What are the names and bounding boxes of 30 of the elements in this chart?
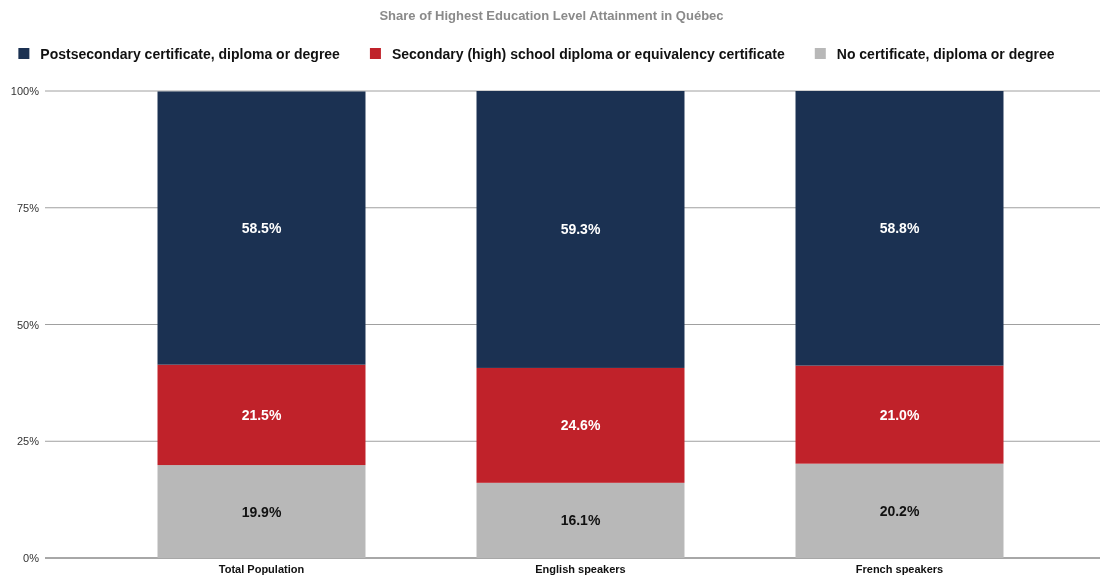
bar — [157, 465, 366, 558]
bar — [795, 365, 1004, 464]
bar — [476, 367, 685, 483]
bar — [476, 91, 685, 368]
bar — [795, 463, 1004, 558]
bar — [157, 91, 366, 365]
bar — [795, 91, 1004, 366]
data-label: 58.5% — [241, 220, 282, 237]
bar — [157, 364, 366, 466]
y-tick-label: 100% — [10, 85, 40, 97]
data-label: 21.0% — [879, 406, 920, 423]
legend-label: No certificate, diploma or degree — [836, 46, 1055, 62]
data-label: 16.1% — [560, 512, 601, 529]
x-tick-label: English speakers — [535, 563, 626, 575]
y-tick-label: 50% — [16, 318, 40, 331]
legend-label: Secondary (high) school diploma or equivalency certificate — [391, 46, 786, 62]
legend-label: Postsecondary certificate, diploma or degree — [40, 46, 341, 62]
chart-title: Share of Highest Education Level Attainment in Québec — [379, 8, 724, 23]
data-label: 58.8% — [879, 220, 920, 237]
data-label: 24.6% — [560, 417, 601, 434]
x-tick-label: Total Population — [218, 563, 305, 575]
y-tick-label: 25% — [16, 435, 40, 448]
data-label: 19.9% — [241, 503, 282, 520]
y-tick-label: 75% — [16, 201, 40, 214]
data-label: 59.3% — [560, 221, 601, 238]
data-label: 20.2% — [879, 502, 920, 519]
x-tick-label: French speakers — [855, 563, 944, 575]
data-label: 21.5% — [241, 406, 282, 423]
y-tick-label: 0% — [23, 552, 40, 564]
bar — [476, 482, 685, 558]
